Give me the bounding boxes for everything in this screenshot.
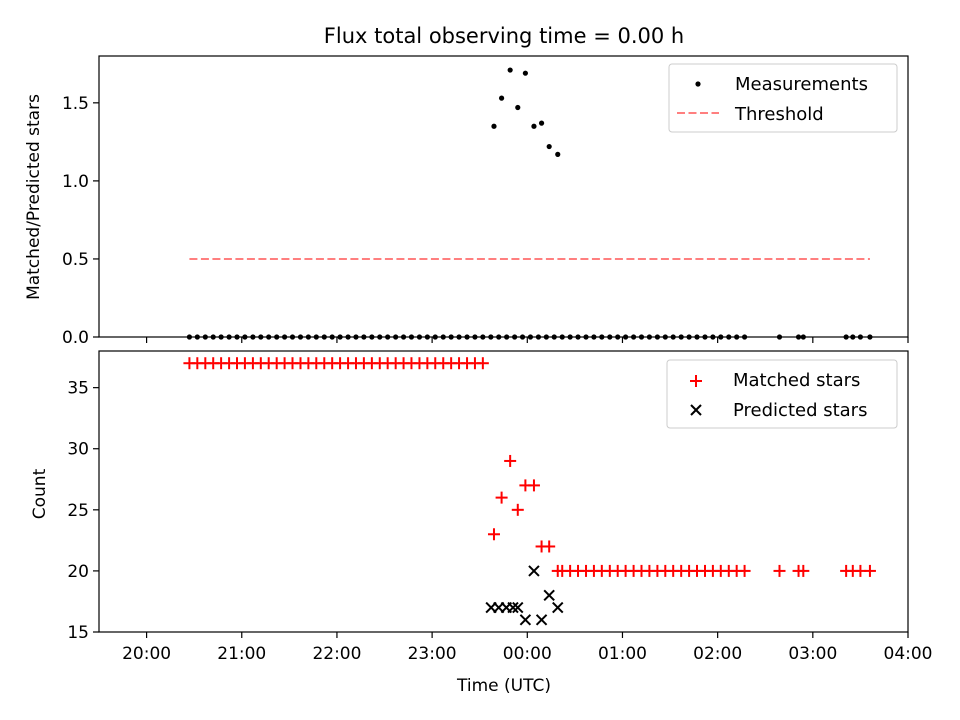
x-tick-label: 02:00 <box>693 644 742 664</box>
legend-marker-predicted <box>690 404 702 416</box>
predicted-star-marker <box>543 589 555 602</box>
matched-star-marker <box>476 357 489 370</box>
measurement-point <box>531 123 537 129</box>
bottom-legend: Matched stars Predicted stars <box>666 359 898 429</box>
measurement-point <box>555 151 561 157</box>
matched-star-marker <box>511 503 524 516</box>
legend-label-threshold: Threshold <box>734 104 824 125</box>
matched-star-points <box>183 357 876 577</box>
predicted-star-marker <box>535 614 548 626</box>
legend-label-predicted: Predicted stars <box>733 400 867 421</box>
measurement-point <box>498 95 505 101</box>
predicted-star-marker <box>512 601 524 614</box>
measurement-point <box>546 143 552 150</box>
x-tick-label: 04:00 <box>884 644 933 664</box>
x-axis-label: Time (UTC) <box>456 676 551 696</box>
y-tick-label: 30 <box>67 440 89 460</box>
legend-marker-measurements <box>695 81 701 87</box>
x-tick-label: 01:00 <box>598 644 647 664</box>
top-x-ticks <box>145 337 909 343</box>
y-tick-label: 0.5 <box>62 250 89 270</box>
predicted-star-marker <box>552 601 564 614</box>
predicted-star-marker <box>528 565 540 577</box>
top-axes-frame <box>98 55 909 338</box>
x-tick-label: 23:00 <box>408 644 457 664</box>
measurement-point <box>515 104 521 111</box>
matched-star-marker <box>487 528 500 541</box>
bottom-y-ticks: 15 20 25 30 35 <box>67 379 99 643</box>
matched-star-marker <box>863 564 876 577</box>
y-tick-label: 35 <box>67 379 89 399</box>
bottom-axes-frame <box>98 350 909 633</box>
y-tick-label: 1.5 <box>62 94 89 114</box>
predicted-star-points <box>485 565 564 626</box>
matched-star-marker <box>773 564 786 577</box>
y-tick-label: 20 <box>67 562 89 582</box>
x-tick-label: 03:00 <box>788 644 837 664</box>
measurement-point <box>522 70 528 76</box>
bottom-plot: 15 20 25 30 35 20:00 21:00 22:00 23:00 00:00 01:0… <box>67 350 933 664</box>
legend-label-matched: Matched stars <box>733 370 860 391</box>
legend-label-measurements: Measurements <box>735 74 868 95</box>
matched-star-marker <box>504 454 517 467</box>
chart-title: Flux total observing time = 0.00 h <box>324 24 684 48</box>
y-tick-label: 25 <box>67 501 89 521</box>
matched-star-marker <box>543 540 556 553</box>
bottom-y-axis-label: Count <box>30 468 50 519</box>
x-tick-label: 22:00 <box>312 644 361 664</box>
predicted-star-marker <box>519 614 532 626</box>
y-tick-label: 15 <box>67 623 89 643</box>
matched-star-marker <box>527 479 540 492</box>
bottom-x-ticks: 20:00 21:00 22:00 23:00 00:00 01:00 02:00 03:00… <box>122 632 933 664</box>
matched-star-marker <box>738 564 751 577</box>
measurement-point <box>538 120 545 126</box>
legend-marker-matched <box>690 375 702 387</box>
y-tick-label: 0.0 <box>62 328 89 348</box>
matched-star-marker <box>797 564 810 577</box>
x-tick-label: 21:00 <box>217 644 266 664</box>
top-y-axis-label: Matched/Predicted stars <box>24 94 44 300</box>
y-tick-label: 1.0 <box>62 172 89 192</box>
measurement-point <box>507 67 513 73</box>
top-plot: 0.0 0.5 1.0 1.5 <box>62 55 909 348</box>
top-y-ticks: 0.0 0.5 1.0 1.5 <box>62 94 99 348</box>
x-tick-label: 20:00 <box>122 644 171 664</box>
predicted-star-marker <box>507 601 519 614</box>
x-tick-label: 00:00 <box>503 644 552 664</box>
top-legend: Measurements Threshold <box>668 63 898 133</box>
matched-star-marker <box>495 491 508 504</box>
measurement-point <box>491 123 497 129</box>
